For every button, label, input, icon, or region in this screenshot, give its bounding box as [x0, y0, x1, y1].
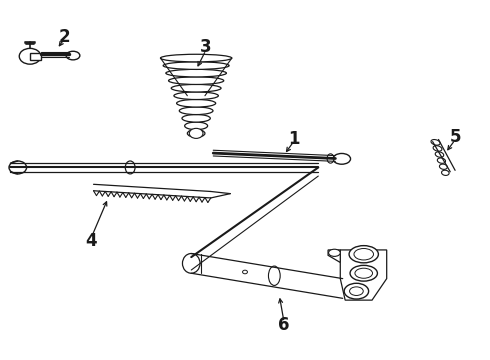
Ellipse shape	[174, 92, 219, 99]
Polygon shape	[328, 250, 340, 262]
Ellipse shape	[9, 161, 26, 174]
Ellipse shape	[433, 146, 442, 151]
Ellipse shape	[431, 140, 440, 145]
Ellipse shape	[171, 84, 221, 92]
Ellipse shape	[269, 266, 280, 285]
Ellipse shape	[169, 77, 224, 85]
Ellipse shape	[66, 51, 80, 60]
Ellipse shape	[182, 253, 200, 273]
Polygon shape	[30, 53, 41, 60]
Ellipse shape	[441, 170, 449, 175]
Ellipse shape	[355, 268, 372, 278]
Ellipse shape	[125, 161, 135, 174]
Ellipse shape	[243, 270, 247, 274]
Ellipse shape	[187, 130, 205, 137]
Ellipse shape	[19, 48, 41, 64]
Ellipse shape	[163, 62, 229, 69]
Text: 1: 1	[288, 130, 299, 148]
Ellipse shape	[179, 107, 213, 114]
Ellipse shape	[437, 158, 445, 163]
Ellipse shape	[435, 152, 444, 157]
Ellipse shape	[350, 265, 377, 281]
Ellipse shape	[329, 249, 340, 256]
Ellipse shape	[160, 54, 232, 62]
Ellipse shape	[185, 122, 208, 130]
Text: 4: 4	[85, 232, 97, 250]
Ellipse shape	[440, 164, 447, 169]
Ellipse shape	[333, 153, 350, 164]
Text: 2: 2	[58, 28, 70, 46]
Ellipse shape	[176, 99, 216, 107]
Text: 6: 6	[278, 316, 290, 334]
Ellipse shape	[349, 287, 363, 296]
Text: 5: 5	[449, 128, 461, 146]
Text: 3: 3	[200, 38, 212, 56]
Polygon shape	[340, 250, 387, 300]
Ellipse shape	[189, 129, 203, 138]
Ellipse shape	[344, 283, 368, 299]
Ellipse shape	[349, 246, 378, 263]
Ellipse shape	[327, 154, 334, 163]
Ellipse shape	[166, 69, 226, 77]
Ellipse shape	[182, 114, 210, 122]
Ellipse shape	[354, 248, 373, 260]
